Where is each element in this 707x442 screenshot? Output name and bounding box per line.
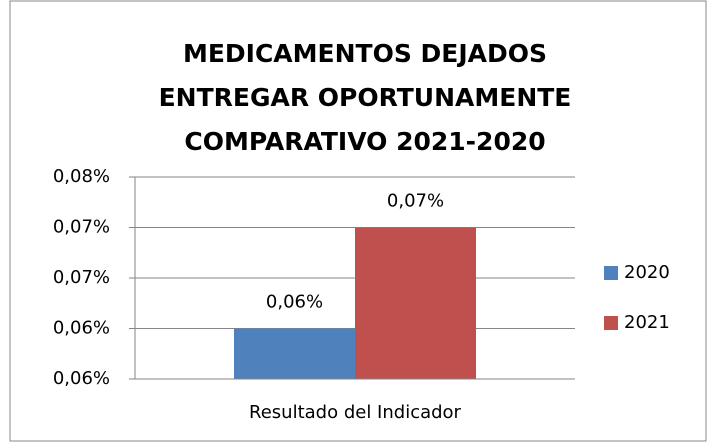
y-tick-label: 0,06% — [53, 368, 110, 389]
legend-label: 2020 — [624, 262, 670, 283]
bar — [355, 227, 476, 379]
legend-label: 2021 — [624, 312, 670, 333]
legend-swatch — [604, 266, 618, 280]
y-tick-label: 0,08% — [53, 166, 110, 187]
x-tick-label: Resultado del Indicador — [249, 402, 462, 423]
y-tick-label: 0,07% — [53, 267, 110, 288]
data-label: 0,06% — [266, 292, 323, 313]
legend-swatch — [604, 316, 618, 330]
chart-title: MEDICAMENTOS DEJADOS ENTREGAR OPORTUNAME… — [158, 39, 572, 156]
bar — [234, 328, 355, 379]
data-label: 0,07% — [387, 191, 444, 212]
y-tick-label: 0,06% — [53, 318, 110, 339]
chart-frame — [9, 0, 707, 442]
y-tick-label: 0,07% — [53, 217, 110, 238]
